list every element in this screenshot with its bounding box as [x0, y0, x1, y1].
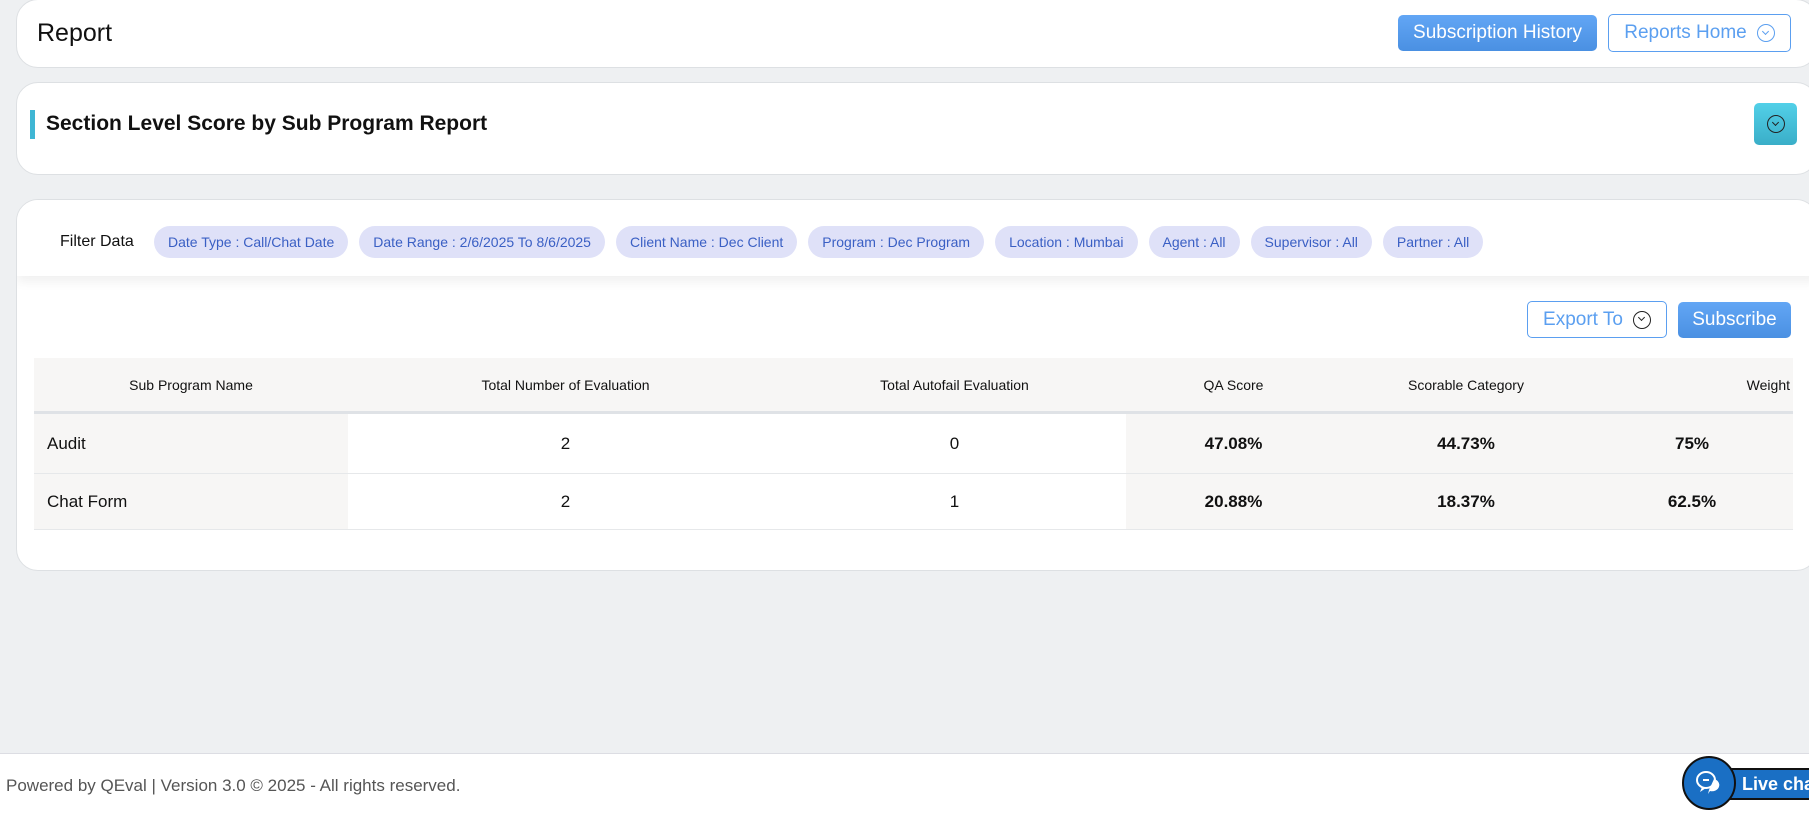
chevron-down-icon	[1756, 24, 1775, 42]
table-cell: 62.5%	[1591, 473, 1793, 530]
filter-chip[interactable]: Program : Dec Program	[808, 226, 985, 258]
export-label: Export To	[1543, 308, 1623, 330]
table-cell: 47.08%	[1126, 412, 1341, 474]
filter-chip[interactable]: Agent : All	[1148, 226, 1240, 258]
accent-bar	[30, 110, 35, 139]
filter-chip[interactable]: Partner : All	[1382, 226, 1484, 258]
subscription-history-button[interactable]: Subscription History	[1398, 15, 1597, 51]
column-header[interactable]: Scorable Category	[1341, 358, 1591, 414]
report-section-header: Section Level Score by Sub Program Repor…	[16, 82, 1809, 175]
filter-chip[interactable]: Date Type : Call/Chat Date	[154, 226, 349, 258]
filter-chip[interactable]: Date Range : 2/6/2025 To 8/6/2025	[359, 226, 605, 258]
reports-home-label: Reports Home	[1624, 22, 1747, 43]
table-cell: 1	[783, 473, 1126, 530]
reports-home-button[interactable]: Reports Home	[1608, 14, 1791, 52]
export-to-button[interactable]: Export To	[1527, 301, 1667, 338]
table-row: Chat Form 2 1 20.88% 18.37% 62.5%	[34, 473, 1793, 530]
section-title: Section Level Score by Sub Program Repor…	[46, 112, 488, 135]
table-cell: 2	[348, 473, 783, 530]
table-cell: Audit	[34, 412, 348, 474]
page-title: Report	[37, 19, 113, 47]
report-content: Filter Data Date Type : Call/Chat Date Da…	[16, 199, 1809, 571]
report-header: Report Subscription History Reports Home	[16, 0, 1809, 68]
filter-bar: Filter Data Date Type : Call/Chat Date Da…	[17, 200, 1809, 276]
column-header[interactable]: Total Number of Evaluation	[348, 358, 783, 414]
filter-chip[interactable]: Location : Mumbai	[995, 226, 1138, 258]
table-cell: Chat Form	[34, 473, 348, 530]
table-row: Audit 2 0 47.08% 44.73% 75%	[34, 412, 1793, 474]
column-header[interactable]: Sub Program Name	[34, 358, 348, 414]
filter-chip[interactable]: Client Name : Dec Client	[615, 226, 798, 258]
filter-chips: Date Type : Call/Chat Date Date Range : 2…	[154, 226, 1484, 258]
column-header[interactable]: Total Autofail Evaluation	[783, 358, 1126, 414]
table-cell: 18.37%	[1341, 473, 1591, 530]
table-cell: 75%	[1591, 412, 1793, 474]
footer: Powered by QEval | Version 3.0 © 2025 - …	[0, 753, 1809, 817]
live-chat-button[interactable]: Live chat	[1682, 756, 1809, 810]
chat-bubbles-icon	[1682, 756, 1736, 810]
chevron-down-icon	[1632, 310, 1651, 329]
filter-label: Filter Data	[60, 233, 134, 250]
filter-chip[interactable]: Supervisor : All	[1250, 226, 1372, 258]
collapse-toggle-button[interactable]	[1754, 103, 1797, 145]
subscribe-button[interactable]: Subscribe	[1678, 302, 1791, 338]
footer-text: Powered by QEval | Version 3.0 © 2025 - …	[6, 776, 461, 795]
table-cell: 44.73%	[1341, 412, 1591, 474]
table-cell: 0	[783, 412, 1126, 474]
column-header[interactable]: QA Score	[1126, 358, 1341, 414]
column-header[interactable]: Weight	[1591, 358, 1793, 414]
chevron-down-icon	[1766, 115, 1785, 133]
report-table: Sub Program Name Total Number of Evaluati…	[34, 358, 1793, 530]
table-cell: 20.88%	[1126, 473, 1341, 530]
table-cell: 2	[348, 412, 783, 474]
